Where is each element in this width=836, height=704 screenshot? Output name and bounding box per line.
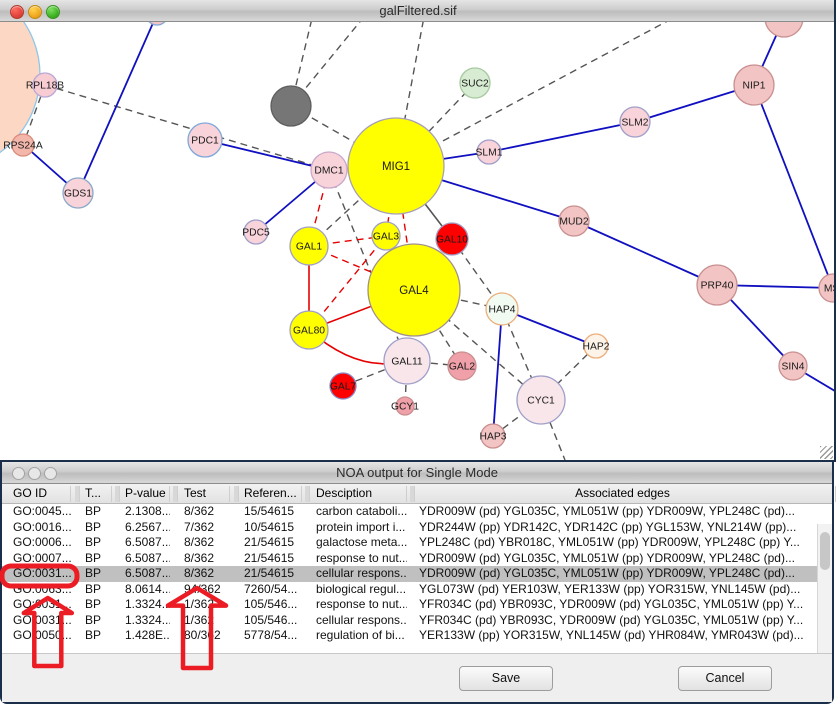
svg-text:GCY1: GCY1 xyxy=(391,402,419,413)
svg-text:GAL4: GAL4 xyxy=(399,285,429,297)
svg-text:HAP2: HAP2 xyxy=(583,342,610,353)
svg-text:GAL3: GAL3 xyxy=(373,232,400,243)
svg-text:PDC1: PDC1 xyxy=(191,136,219,147)
svg-text:GAL7: GAL7 xyxy=(330,382,357,393)
svg-text:SUC2: SUC2 xyxy=(461,79,489,90)
svg-text:PDC5: PDC5 xyxy=(242,228,270,239)
svg-text:HAP3: HAP3 xyxy=(480,432,507,443)
svg-text:MUD2: MUD2 xyxy=(559,217,588,228)
svg-text:PRP40: PRP40 xyxy=(701,281,734,292)
svg-text:MIG1: MIG1 xyxy=(382,161,410,173)
svg-text:DMC1: DMC1 xyxy=(314,166,343,177)
svg-text:RPL18B: RPL18B xyxy=(26,81,64,92)
svg-text:NIP1: NIP1 xyxy=(743,81,766,92)
svg-text:SLM2: SLM2 xyxy=(622,118,649,129)
svg-text:GAL10: GAL10 xyxy=(436,235,468,246)
svg-text:HAP4: HAP4 xyxy=(489,305,516,316)
svg-text:RPS24A: RPS24A xyxy=(3,141,43,152)
svg-text:SLM1: SLM1 xyxy=(476,148,503,159)
svg-text:GAL11: GAL11 xyxy=(391,357,423,368)
svg-text:GAL2: GAL2 xyxy=(449,362,476,373)
svg-text:GDS1: GDS1 xyxy=(64,189,92,200)
svg-text:SIN4: SIN4 xyxy=(782,362,805,373)
svg-text:GAL1: GAL1 xyxy=(296,242,323,253)
svg-text:MSI: MSI xyxy=(824,284,836,295)
svg-text:GAL80: GAL80 xyxy=(293,326,325,337)
svg-text:CYC1: CYC1 xyxy=(527,396,555,407)
